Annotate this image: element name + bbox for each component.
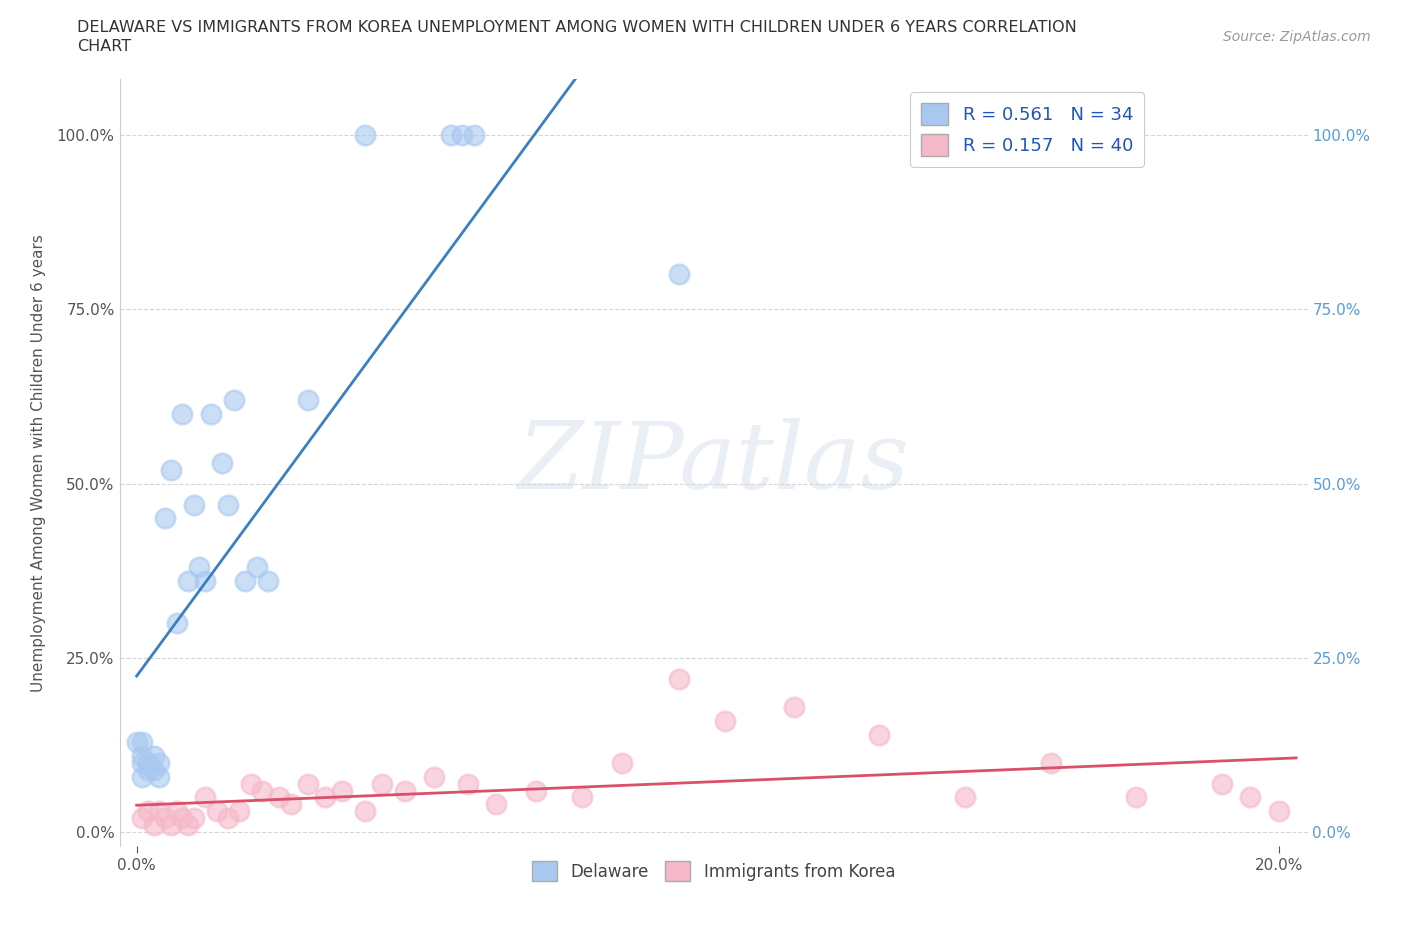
Point xyxy=(714,713,737,728)
Point xyxy=(668,267,690,282)
Point xyxy=(211,455,233,470)
Point xyxy=(233,574,256,589)
Point xyxy=(297,392,319,407)
Point xyxy=(782,699,804,714)
Point xyxy=(136,763,159,777)
Point xyxy=(354,804,377,819)
Point xyxy=(485,797,508,812)
Point xyxy=(280,797,302,812)
Point xyxy=(183,811,205,826)
Legend: Delaware, Immigrants from Korea: Delaware, Immigrants from Korea xyxy=(526,854,901,888)
Point xyxy=(155,512,177,526)
Point xyxy=(526,783,548,798)
Point xyxy=(297,776,319,790)
Point xyxy=(177,818,200,833)
Point xyxy=(142,818,165,833)
Point xyxy=(131,748,153,763)
Text: ZIPatlas: ZIPatlas xyxy=(517,418,910,508)
Point xyxy=(183,497,205,512)
Point xyxy=(314,790,336,805)
Point xyxy=(155,811,177,826)
Text: DELAWARE VS IMMIGRANTS FROM KOREA UNEMPLOYMENT AMONG WOMEN WITH CHILDREN UNDER 6: DELAWARE VS IMMIGRANTS FROM KOREA UNEMPL… xyxy=(77,20,1077,35)
Point xyxy=(257,574,280,589)
Point xyxy=(166,616,188,631)
Point xyxy=(422,769,444,784)
Point xyxy=(463,127,485,142)
Point xyxy=(172,406,194,421)
Point xyxy=(451,127,474,142)
Point xyxy=(1039,755,1062,770)
Point xyxy=(269,790,291,805)
Point xyxy=(160,462,183,477)
Point xyxy=(1239,790,1261,805)
Point xyxy=(188,560,211,575)
Point xyxy=(394,783,416,798)
Point xyxy=(217,497,239,512)
Point xyxy=(172,811,194,826)
Point xyxy=(252,783,274,798)
Point xyxy=(868,727,890,742)
Point xyxy=(953,790,976,805)
Point xyxy=(148,769,170,784)
Point xyxy=(200,406,222,421)
Point xyxy=(1268,804,1291,819)
Point xyxy=(205,804,228,819)
Point xyxy=(148,755,170,770)
Point xyxy=(136,804,159,819)
Point xyxy=(148,804,170,819)
Point xyxy=(246,560,269,575)
Point xyxy=(131,769,153,784)
Point xyxy=(142,763,165,777)
Point xyxy=(457,776,479,790)
Point xyxy=(160,818,183,833)
Point xyxy=(217,811,239,826)
Point xyxy=(571,790,593,805)
Point xyxy=(354,127,377,142)
Text: CHART: CHART xyxy=(77,39,131,54)
Point xyxy=(440,127,463,142)
Y-axis label: Unemployment Among Women with Children Under 6 years: Unemployment Among Women with Children U… xyxy=(31,233,45,692)
Point xyxy=(142,748,165,763)
Point xyxy=(194,574,217,589)
Point xyxy=(228,804,250,819)
Point xyxy=(668,671,690,686)
Point xyxy=(1211,776,1233,790)
Point xyxy=(131,735,153,750)
Point xyxy=(136,755,159,770)
Point xyxy=(131,755,153,770)
Point xyxy=(131,811,153,826)
Text: Source: ZipAtlas.com: Source: ZipAtlas.com xyxy=(1223,30,1371,44)
Point xyxy=(371,776,394,790)
Point xyxy=(177,574,200,589)
Point xyxy=(1125,790,1147,805)
Point xyxy=(166,804,188,819)
Point xyxy=(194,790,217,805)
Point xyxy=(222,392,245,407)
Point xyxy=(330,783,353,798)
Point xyxy=(239,776,262,790)
Point xyxy=(612,755,634,770)
Point xyxy=(125,735,148,750)
